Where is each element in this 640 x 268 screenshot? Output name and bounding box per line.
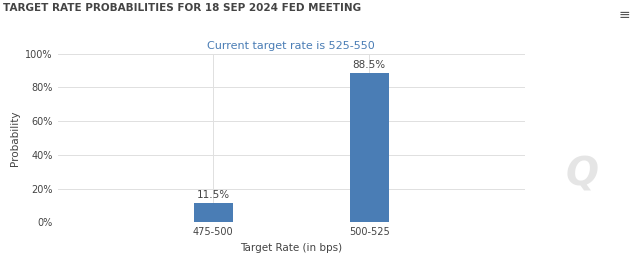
Bar xyxy=(349,73,388,222)
Bar xyxy=(194,203,233,222)
Title: Current target rate is 525-550: Current target rate is 525-550 xyxy=(207,42,375,51)
X-axis label: Target Rate (in bps): Target Rate (in bps) xyxy=(240,243,342,253)
Text: 11.5%: 11.5% xyxy=(196,191,230,200)
Text: 88.5%: 88.5% xyxy=(353,61,386,70)
Text: TARGET RATE PROBABILITIES FOR 18 SEP 2024 FED MEETING: TARGET RATE PROBABILITIES FOR 18 SEP 202… xyxy=(3,3,362,13)
Text: Q: Q xyxy=(566,155,599,193)
Y-axis label: Probability: Probability xyxy=(10,110,20,166)
Text: ≡: ≡ xyxy=(619,8,630,22)
